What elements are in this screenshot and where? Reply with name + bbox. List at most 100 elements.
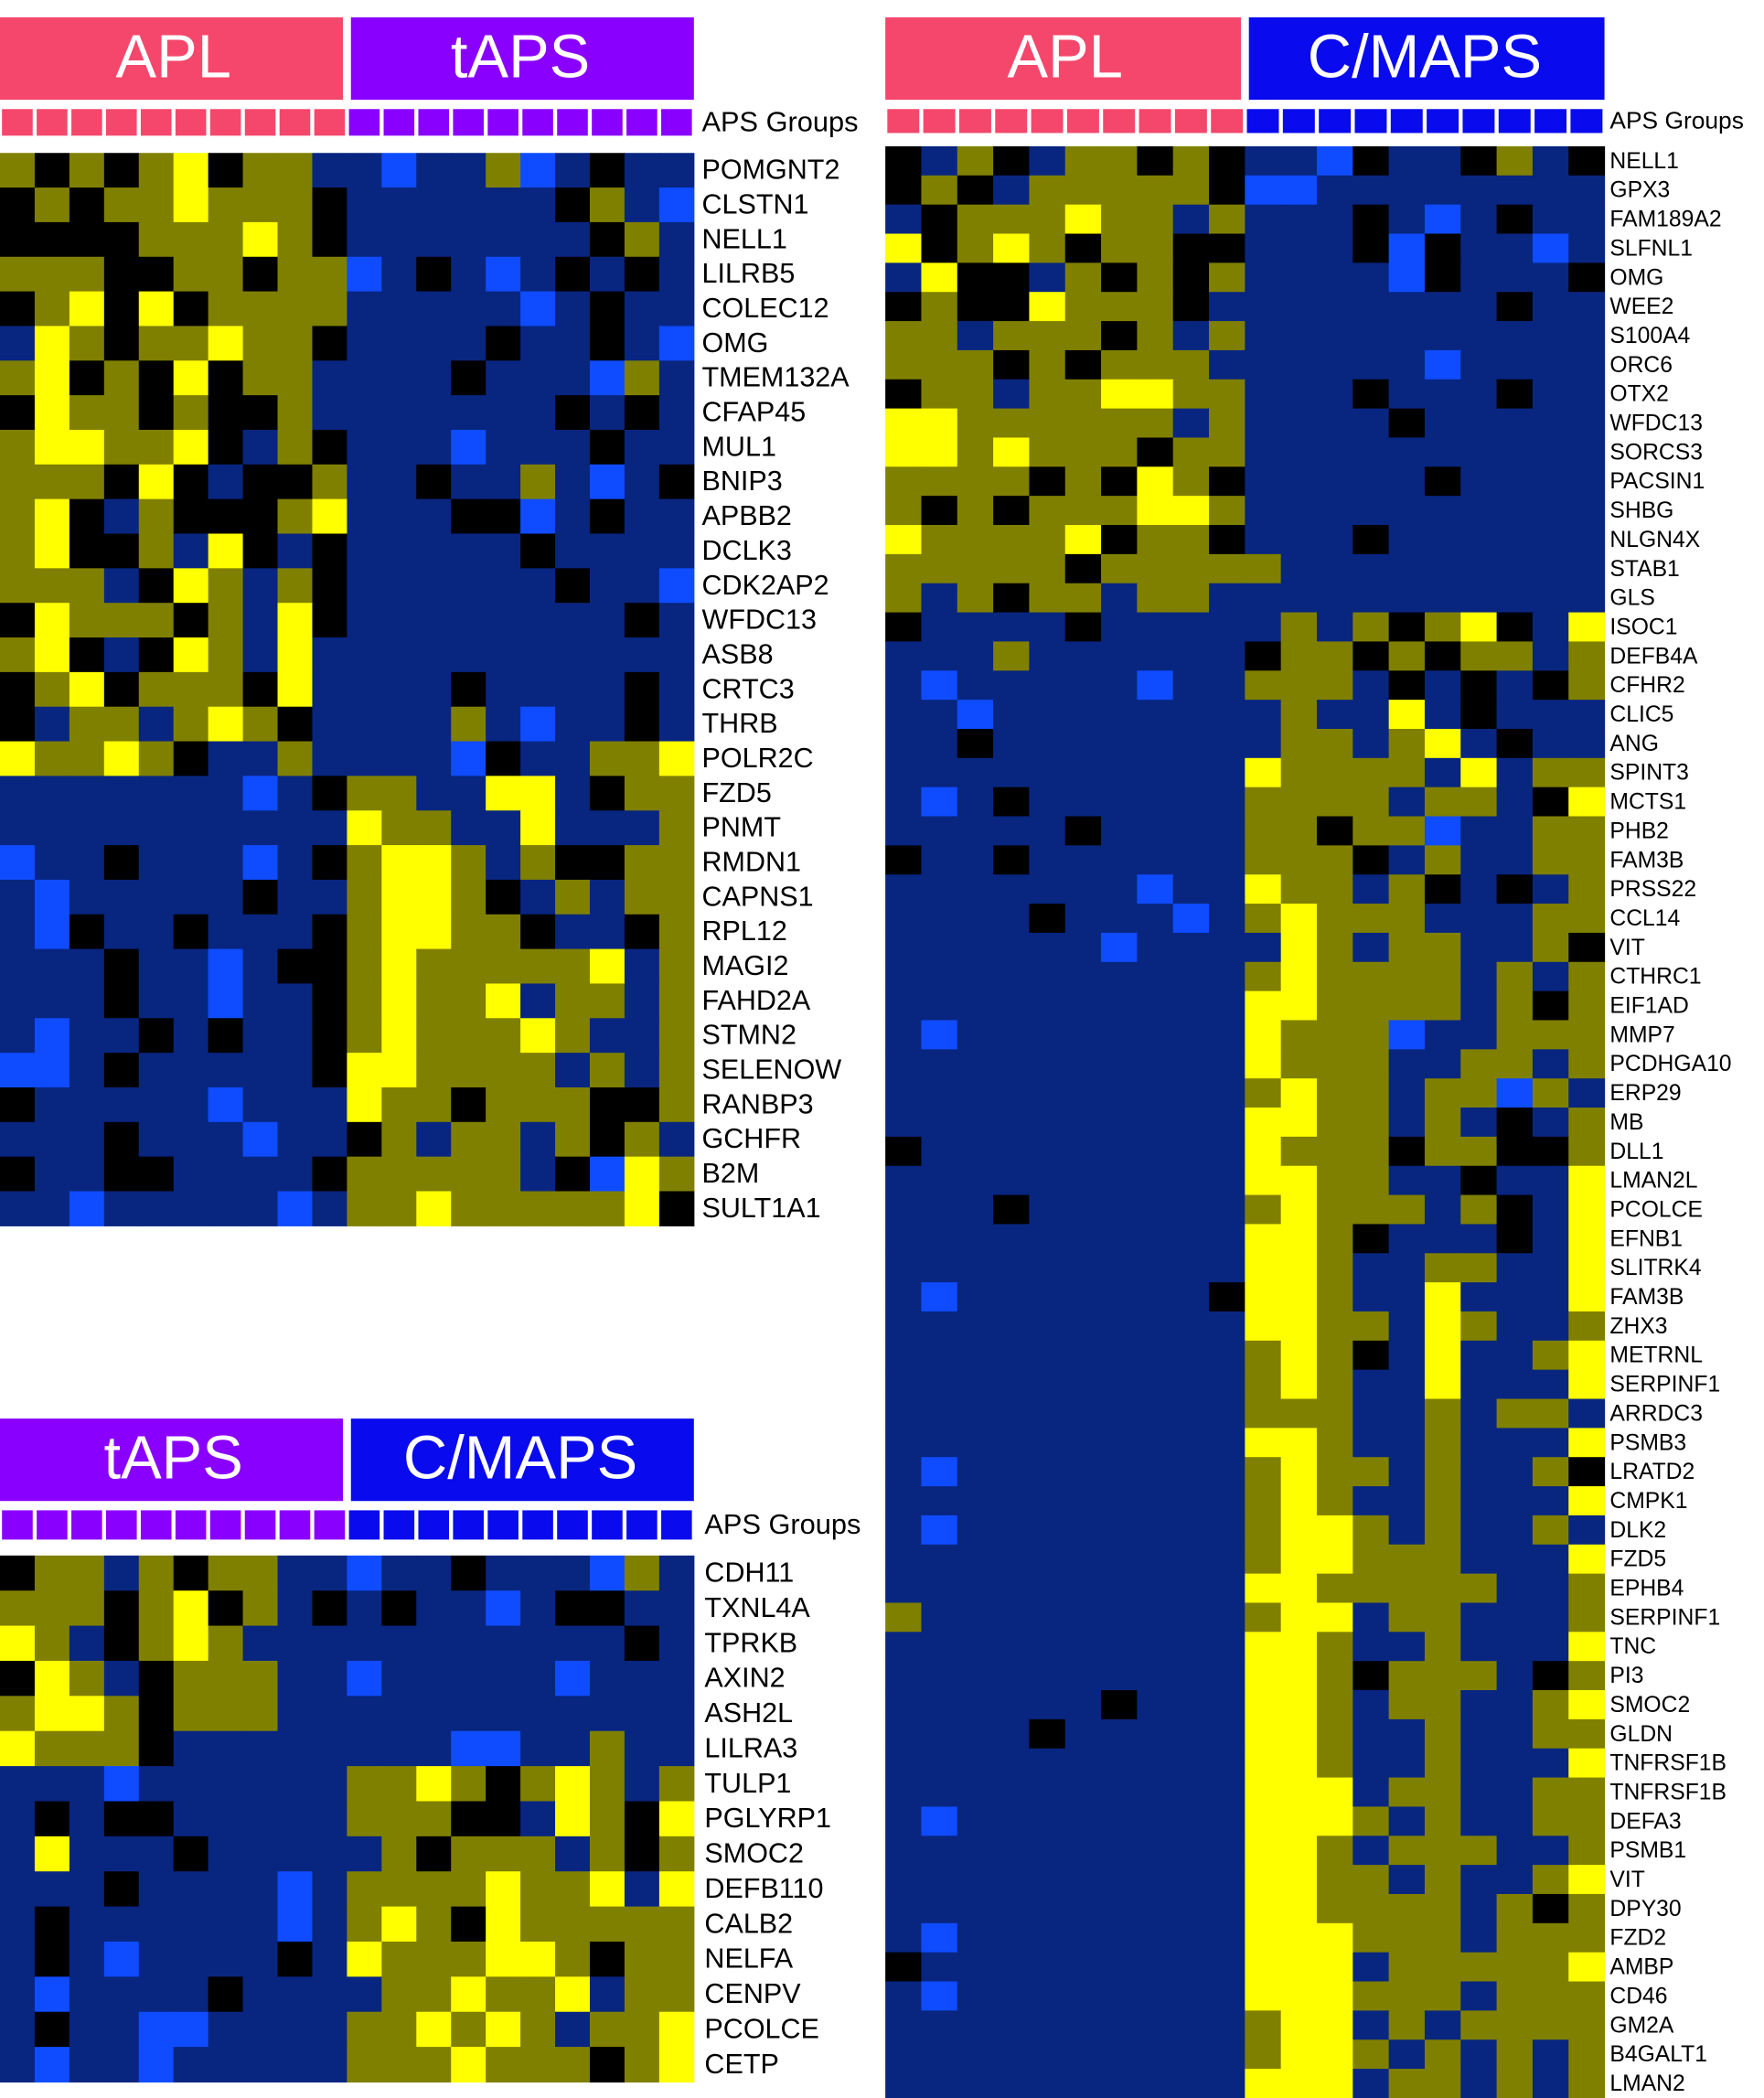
- heatmap-cell: [277, 2011, 314, 2048]
- heatmap-cell: [1137, 1632, 1174, 1662]
- row-label: LMAN2: [1609, 2071, 1684, 2096]
- heatmap-cell: [520, 1871, 556, 1908]
- heatmap-cell: [486, 395, 521, 431]
- heatmap-cell: [242, 464, 279, 500]
- heatmap-cell: [624, 1121, 660, 1158]
- heatmap-cell: [1029, 874, 1066, 904]
- row-label: DPY30: [1609, 1897, 1681, 1921]
- heatmap-cell: [520, 256, 556, 293]
- heatmap-cell: [885, 1165, 923, 1196]
- heatmap-cell: [1245, 1865, 1282, 1895]
- heatmap-cell: [520, 326, 556, 361]
- heatmap-cell: [921, 262, 958, 293]
- row-label: SMOC2: [1609, 1693, 1690, 1718]
- heatmap-cell: [34, 776, 70, 811]
- heatmap-cell: [1388, 1922, 1426, 1953]
- heatmap-cell: [1316, 1573, 1353, 1604]
- heatmap-cell: [1064, 1340, 1102, 1371]
- heatmap-cell: [589, 637, 625, 673]
- heatmap-cell: [1568, 349, 1606, 380]
- heatmap-cell: [451, 464, 486, 500]
- heatmap-cell: [312, 1801, 347, 1837]
- heatmap-cell: [1460, 1194, 1498, 1226]
- heatmap-cell: [208, 464, 244, 500]
- heatmap-cell: [1172, 437, 1210, 467]
- heatmap-cell: [1532, 321, 1569, 351]
- heatmap-cell: [277, 360, 314, 396]
- row-label: EFNB1: [1609, 1226, 1683, 1251]
- heatmap-cell: [921, 553, 958, 584]
- heatmap-cell: [1245, 2010, 1282, 2040]
- heatmap-cell: [416, 221, 452, 258]
- heatmap-cell: [1424, 1661, 1461, 1691]
- heatmap-cell: [1460, 757, 1498, 788]
- group-square: [592, 109, 623, 136]
- heatmap-cell: [658, 1555, 695, 1591]
- heatmap-cell: [589, 879, 625, 915]
- heatmap-cell: [242, 1121, 279, 1158]
- heatmap-cell: [451, 1801, 486, 1837]
- heatmap-cell: [1532, 1194, 1569, 1226]
- heatmap-cell: [1280, 1165, 1318, 1196]
- heatmap-cell: [0, 603, 36, 638]
- heatmap-cell: [1424, 1777, 1461, 1808]
- heatmap-cell: [381, 256, 417, 293]
- group-square: [661, 1510, 692, 1540]
- heatmap-cell: [173, 568, 209, 604]
- heatmap-cell: [138, 741, 175, 776]
- heatmap-cell: [1101, 1777, 1138, 1808]
- heatmap-cell: [451, 1696, 486, 1732]
- heatmap-cell: [1137, 728, 1174, 759]
- heatmap-cell: [1316, 525, 1353, 555]
- heatmap-cell: [1568, 379, 1606, 410]
- heatmap-cell: [1568, 525, 1606, 555]
- heatmap-cell: [658, 948, 695, 985]
- row-label: WFDC13: [702, 605, 817, 636]
- heatmap-cell: [0, 291, 36, 327]
- heatmap-cell: [451, 1976, 486, 2013]
- heatmap-cell: [486, 1191, 521, 1226]
- heatmap-cell: [1029, 1194, 1066, 1226]
- row-label: SMOC2: [704, 1838, 804, 1869]
- row-label: SLFNL1: [1609, 236, 1693, 261]
- heatmap-cell: [1209, 1165, 1245, 1196]
- row-label: NELL1: [702, 223, 787, 254]
- heatmap-cell: [520, 395, 556, 431]
- heatmap-cell: [312, 1660, 347, 1697]
- heatmap-cell: [589, 1906, 625, 1943]
- heatmap-cell: [1209, 349, 1245, 380]
- heatmap-cell: [277, 395, 314, 431]
- heatmap-cell: [1064, 1049, 1102, 1079]
- heatmap-cell: [138, 1836, 175, 1872]
- heatmap-cell: [993, 553, 1031, 584]
- heatmap-cell: [1316, 1108, 1353, 1138]
- heatmap-cell: [486, 810, 521, 846]
- heatmap-cell: [69, 498, 105, 535]
- heatmap-cell: [921, 845, 958, 875]
- heatmap-cell: [1316, 1661, 1353, 1691]
- heatmap-cell: [1352, 1748, 1390, 1779]
- heatmap-cell: [1029, 233, 1066, 263]
- heatmap-cell: [347, 845, 382, 881]
- heatmap-cell: [34, 256, 70, 293]
- heatmap-cell: [242, 1871, 279, 1908]
- heatmap-cell: [921, 1748, 958, 1779]
- heatmap-cell: [1101, 904, 1138, 934]
- heatmap-cell: [1137, 932, 1174, 963]
- heatmap-cell: [1496, 1369, 1534, 1400]
- heatmap-cell: [451, 1730, 486, 1767]
- heatmap-cell: [0, 395, 36, 431]
- heatmap-cell: [69, 914, 105, 950]
- heatmap-cell: [1064, 1428, 1102, 1458]
- heatmap-cell: [1029, 1922, 1066, 1953]
- heatmap-cell: [1280, 1194, 1318, 1226]
- heatmap-cell: [1460, 1573, 1498, 1604]
- heatmap-cell: [1496, 1136, 1534, 1167]
- heatmap-cell: [103, 153, 140, 188]
- heatmap-cell: [957, 1108, 994, 1138]
- heatmap-cell: [921, 990, 958, 1022]
- heatmap-cell: [1532, 145, 1569, 177]
- heatmap-cell: [451, 1836, 486, 1872]
- heatmap-cell: [1137, 204, 1174, 235]
- heatmap-cell: [173, 1871, 209, 1908]
